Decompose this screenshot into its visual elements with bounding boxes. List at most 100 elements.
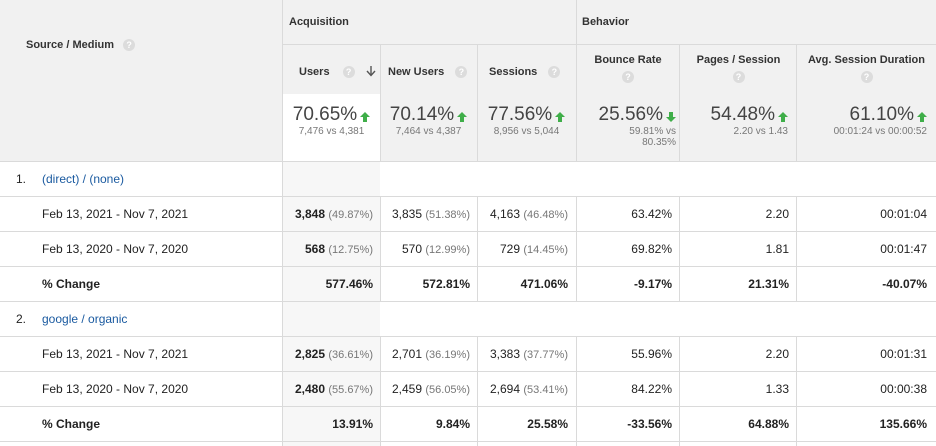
new-users-cell: 3,835 (51.38%) <box>391 207 470 221</box>
new-users-total-pct: 70.14% <box>389 104 455 125</box>
new-users-total-compare: 7,464 vs 4,387 <box>395 126 462 137</box>
metrics-header-bg <box>283 0 936 94</box>
new-users-total: 70.14% 7,464 vs 4,387 <box>380 104 477 137</box>
new-users-cell: 2,701 (36.19%) <box>391 347 470 361</box>
help-icon[interactable]: ? <box>123 39 136 52</box>
bounce-cell: 69.82% <box>631 242 672 256</box>
help-icon[interactable]: ? <box>548 66 561 79</box>
group-index: 1. <box>16 172 27 186</box>
sessions-cell: 4,163 (46.48%) <box>489 207 568 221</box>
duration-change: 135.66% <box>879 417 927 431</box>
pages-cell: 2.20 <box>765 207 789 221</box>
sort-down-arrow-icon[interactable] <box>366 65 376 77</box>
avg-duration-total-compare: 00:01:24 vs 00:00:52 <box>833 126 927 137</box>
pages-change: 21.31% <box>748 277 789 291</box>
sessions-header-label: Sessions <box>489 66 538 78</box>
users-total-pct: 70.65% <box>292 104 358 125</box>
users-total: 70.65% 7,476 vs 4,381 <box>283 104 380 137</box>
help-icon[interactable]: ? <box>732 71 745 84</box>
duration-cell: 00:00:38 <box>880 382 927 396</box>
users-header-label: Users <box>299 66 330 78</box>
pages-session-total-pct: 54.48% <box>710 104 775 125</box>
sessions-total-pct: 77.56% <box>487 104 553 125</box>
sessions-cell: 2,694 (53.41%) <box>489 382 568 396</box>
new-users-column-header[interactable]: New Users ? <box>388 66 468 79</box>
new-users-cell: 570 (12.99%) <box>401 242 470 256</box>
date-range-label: Feb 13, 2021 - Nov 7, 2021 <box>42 347 189 361</box>
source-medium-header[interactable]: Source / Medium ? <box>26 39 136 52</box>
help-icon[interactable]: ? <box>455 66 468 79</box>
sessions-total-compare: 8,956 vs 5,044 <box>493 126 560 137</box>
users-cell: 568 (12.75%) <box>304 242 373 256</box>
percent-change-label: % Change <box>42 277 101 291</box>
users-change: 577.46% <box>325 277 373 291</box>
bounce-rate-column-header[interactable]: Bounce Rate ? <box>576 54 680 84</box>
bounce-cell: 55.96% <box>631 347 672 361</box>
bounce-change: -9.17% <box>633 277 672 291</box>
pages-cell: 2.20 <box>765 347 789 361</box>
trend-up-arrow-icon <box>457 111 468 122</box>
sessions-cell: 729 (14.45%) <box>499 242 568 256</box>
new-users-change: 572.81% <box>422 277 470 291</box>
new-users-header-label: New Users <box>388 66 445 78</box>
sessions-column-header[interactable]: Sessions ? <box>489 66 561 79</box>
users-total-compare: 7,476 vs 4,381 <box>298 126 365 137</box>
sessions-change: 471.06% <box>520 277 568 291</box>
avg-duration-total: 61.10% 00:01:24 vs 00:00:52 <box>797 104 927 137</box>
bounce-rate-total-compare: 59.81% vs <box>629 126 676 137</box>
duration-cell: 00:01:31 <box>880 347 927 361</box>
avg-duration-header-label: Avg. Session Duration <box>808 54 925 66</box>
duration-cell: 00:01:47 <box>880 242 927 256</box>
duration-cell: 00:01:04 <box>880 207 927 221</box>
trend-up-arrow-icon <box>360 111 371 122</box>
source-medium-label: Source / Medium <box>26 39 115 51</box>
date-range-label: Feb 13, 2021 - Nov 7, 2021 <box>42 207 189 221</box>
behavior-header: Behavior <box>582 16 630 28</box>
acquisition-header: Acquisition <box>289 16 349 28</box>
pages-session-total-compare: 2.20 vs 1.43 <box>733 126 788 137</box>
bounce-rate-total-pct: 25.56% <box>598 104 663 125</box>
duration-change: -40.07% <box>882 277 927 291</box>
date-range-label: Feb 13, 2020 - Nov 7, 2020 <box>42 382 189 396</box>
users-cell: 2,825 (36.61%) <box>294 347 373 361</box>
users-change: 13.91% <box>332 417 373 431</box>
sessions-change: 25.58% <box>527 417 568 431</box>
bounce-rate-total: 25.56% 59.81% vs 80.35% <box>576 104 676 148</box>
trend-down-arrow-icon <box>666 111 676 122</box>
bounce-change: -33.56% <box>627 417 672 431</box>
pages-change: 64.88% <box>748 417 789 431</box>
users-column-shade <box>283 162 380 446</box>
help-icon[interactable]: ? <box>860 71 873 84</box>
sessions-total: 77.56% 8,956 vs 5,044 <box>477 104 576 137</box>
pages-session-header-label: Pages / Session <box>696 54 781 66</box>
avg-duration-column-header[interactable]: Avg. Session Duration ? <box>797 54 936 84</box>
date-range-label: Feb 13, 2020 - Nov 7, 2020 <box>42 242 189 256</box>
help-icon[interactable]: ? <box>622 71 634 84</box>
avg-duration-total-pct: 61.10% <box>849 104 914 125</box>
totals-bg <box>380 94 936 162</box>
trend-up-arrow-icon <box>778 111 788 122</box>
pages-session-column-header[interactable]: Pages / Session ? <box>680 54 797 84</box>
group-link-direct[interactable]: (direct) / (none) <box>42 172 125 186</box>
bounce-rate-total-compare-2: 80.35% <box>642 137 676 148</box>
bounce-cell: 84.22% <box>631 382 672 396</box>
pages-cell: 1.33 <box>765 382 789 396</box>
trend-up-arrow-icon <box>917 111 927 122</box>
help-icon[interactable]: ? <box>342 66 355 79</box>
new-users-cell: 2,459 (56.05%) <box>391 382 470 396</box>
dimension-header-bg <box>0 0 283 162</box>
group-link-google-organic[interactable]: google / organic <box>42 312 128 326</box>
percent-change-label: % Change <box>42 417 101 431</box>
group-index: 2. <box>16 312 27 326</box>
sessions-cell: 3,383 (37.77%) <box>489 347 568 361</box>
pages-session-total: 54.48% 2.20 vs 1.43 <box>680 104 788 137</box>
new-users-change: 9.84% <box>435 417 470 431</box>
bounce-rate-header-label: Bounce Rate <box>594 54 662 66</box>
users-cell: 2,480 (55.67%) <box>294 382 373 396</box>
group-row: 1. <box>16 172 26 186</box>
trend-up-arrow-icon <box>555 111 566 122</box>
bounce-cell: 63.42% <box>631 207 672 221</box>
users-cell: 3,848 (49.87%) <box>294 207 373 221</box>
users-column-header[interactable]: Users ? <box>299 66 355 79</box>
